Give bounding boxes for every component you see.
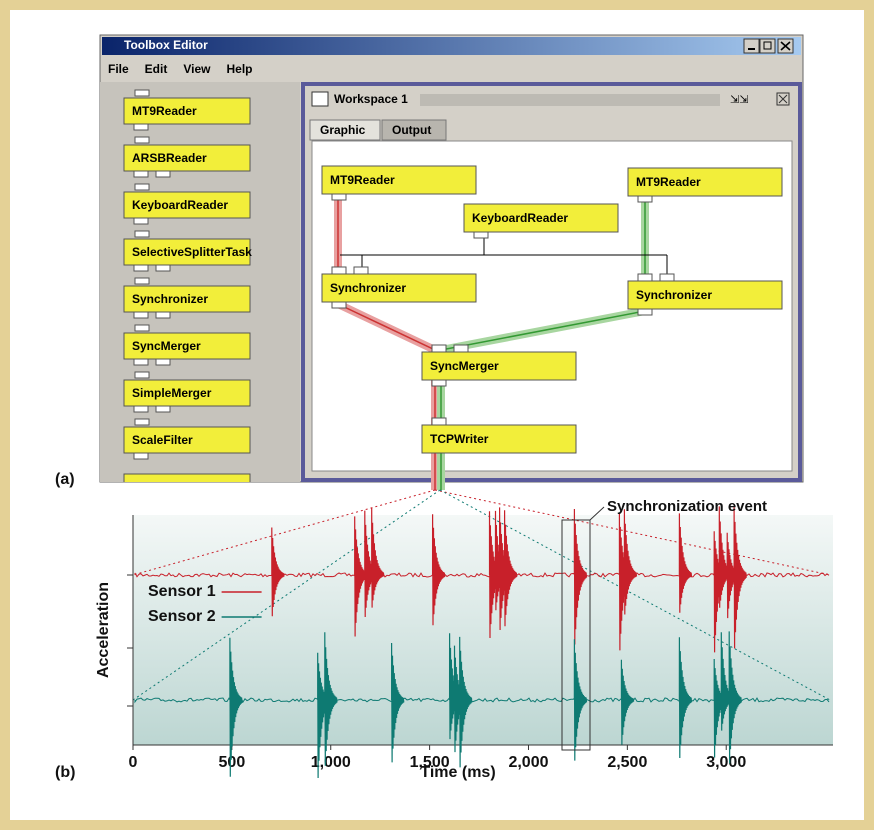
x-tick-label: 2,500 — [607, 754, 647, 771]
menu-item[interactable]: File — [108, 62, 129, 76]
port — [135, 325, 149, 331]
menu-item[interactable]: Edit — [145, 62, 168, 76]
palette-item-label: KeyboardReader — [132, 198, 228, 212]
menu-item[interactable]: Help — [226, 62, 252, 76]
legend-label: Sensor 1 — [148, 583, 216, 600]
port — [135, 419, 149, 425]
port — [638, 196, 652, 202]
port — [134, 359, 148, 365]
node-label: TCPWriter — [430, 432, 489, 446]
panel-label: (b) — [55, 764, 75, 781]
palette-item-label: Synchronizer — [132, 292, 208, 306]
tab-label: Output — [392, 123, 431, 137]
port — [332, 194, 346, 200]
port — [156, 406, 170, 412]
port — [638, 309, 652, 315]
tabs: Graphic Output — [310, 120, 446, 140]
port — [354, 267, 368, 274]
port — [134, 265, 148, 271]
port — [660, 274, 674, 281]
port — [135, 184, 149, 190]
port — [332, 302, 346, 308]
node-label: MT9Reader — [330, 173, 395, 187]
port — [638, 274, 652, 281]
palette-panel — [100, 82, 300, 482]
x-tick-label: 500 — [219, 754, 246, 771]
legend-label: Sensor 2 — [148, 608, 216, 625]
x-tick-label: 3,000 — [706, 754, 746, 771]
node-label: Synchronizer — [330, 281, 406, 295]
port — [135, 137, 149, 143]
port — [156, 171, 170, 177]
port — [134, 171, 148, 177]
node-label: MT9Reader — [636, 175, 701, 189]
port — [156, 312, 170, 318]
panel-label: (a) — [55, 471, 75, 488]
workspace-title: Workspace 1 — [334, 92, 408, 106]
x-tick-label: 1,000 — [311, 754, 351, 771]
port — [432, 380, 446, 386]
node-label: KeyboardReader — [472, 211, 568, 225]
port — [454, 345, 468, 352]
palette-item-label: MT9Reader — [132, 104, 197, 118]
node-label: Synchronizer — [636, 288, 712, 302]
menu-item[interactable]: View — [183, 62, 211, 76]
palette-item-label: ScaleFilter — [132, 433, 193, 447]
port — [134, 124, 148, 130]
x-tick-label: 0 — [129, 754, 138, 771]
palette-item-label: SimpleMerger — [132, 386, 212, 400]
port — [474, 232, 488, 238]
x-axis-label: Time (ms) — [420, 764, 495, 781]
node-label: SyncMerger — [430, 359, 499, 373]
port — [432, 345, 446, 352]
palette-item-label: SelectiveSplitterTask — [132, 245, 252, 259]
palette-item-label: SyncMerger — [132, 339, 201, 353]
x-tick-label: 2,000 — [508, 754, 548, 771]
window-controls[interactable] — [744, 39, 793, 53]
port — [134, 312, 148, 318]
port — [156, 359, 170, 365]
figure: Toolbox Editor File Edit View Help MT9Reade… — [0, 0, 874, 830]
palette: MT9Reader ARSBReader KeyboardReader Selecti… — [124, 90, 252, 500]
port — [134, 218, 148, 224]
port — [135, 372, 149, 378]
annotation: Synchronization event — [607, 498, 767, 515]
tab-label: Graphic — [320, 123, 366, 137]
palette-item-label: ARSBReader — [132, 151, 207, 165]
title-pattern — [420, 94, 720, 106]
port — [432, 418, 446, 425]
port — [135, 231, 149, 237]
port — [135, 90, 149, 96]
port — [332, 267, 346, 274]
port — [134, 406, 148, 412]
port — [135, 278, 149, 284]
window-title: Toolbox Editor — [124, 38, 208, 52]
port — [156, 265, 170, 271]
port — [134, 453, 148, 459]
workspace-icon — [312, 92, 328, 106]
y-axis-label: Acceleration — [95, 582, 112, 678]
svg-text:⇲⇲: ⇲⇲ — [730, 94, 748, 106]
